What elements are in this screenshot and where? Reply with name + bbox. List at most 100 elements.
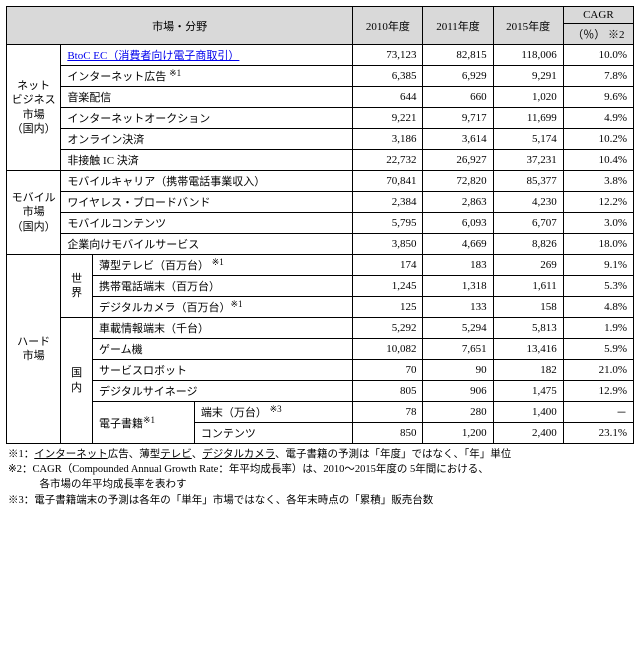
table-body: ネット ビジネス 市場 （国内）BtoC EC（消費者向け電子商取引）73,12… xyxy=(7,45,634,444)
value-cell: － xyxy=(563,402,633,423)
value-cell: 183 xyxy=(423,255,493,276)
table-row: ハード 市場世 界薄型テレビ（百万台） ※11741832699.1% xyxy=(7,255,634,276)
value-cell: 4,230 xyxy=(493,192,563,213)
value-cell: 158 xyxy=(493,297,563,318)
head-cagr-top: CAGR xyxy=(563,7,633,24)
segment-cell: デジタルカメラ（百万台）※1 xyxy=(93,297,353,318)
value-cell: 850 xyxy=(353,423,423,444)
value-cell: 2,863 xyxy=(423,192,493,213)
value-cell: 1,400 xyxy=(493,402,563,423)
value-cell: 10,082 xyxy=(353,339,423,360)
head-2011: 2011年度 xyxy=(423,7,493,45)
value-cell: 3,186 xyxy=(353,129,423,150)
value-cell: 9,221 xyxy=(353,108,423,129)
value-cell: 3,614 xyxy=(423,129,493,150)
value-cell: 3,850 xyxy=(353,234,423,255)
value-cell: 906 xyxy=(423,381,493,402)
table-row: 音楽配信6446601,0209.6% xyxy=(7,87,634,108)
value-cell: 6,929 xyxy=(423,66,493,87)
value-cell: 5,294 xyxy=(423,318,493,339)
value-cell: 37,231 xyxy=(493,150,563,171)
value-cell: 280 xyxy=(423,402,493,423)
value-cell: 5,795 xyxy=(353,213,423,234)
table-row: デジタルサイネージ8059061,47512.9% xyxy=(7,381,634,402)
head-2010: 2010年度 xyxy=(353,7,423,45)
value-cell: 4.8% xyxy=(563,297,633,318)
value-cell: 10.2% xyxy=(563,129,633,150)
head-cagr-bot: （％） ※2 xyxy=(563,24,633,45)
value-cell: 13,416 xyxy=(493,339,563,360)
value-cell: 1.9% xyxy=(563,318,633,339)
segment-cell: サービスロボット xyxy=(93,360,353,381)
value-cell: 85,377 xyxy=(493,171,563,192)
footnotes: ※1：インターネット広告、薄型テレビ、デジタルカメラ、電子書籍の予測は「年度」で… xyxy=(6,447,634,508)
value-cell: 18.0% xyxy=(563,234,633,255)
segment-link[interactable]: BtoC EC（消費者向け電子商取引） xyxy=(67,50,239,62)
value-cell: 269 xyxy=(493,255,563,276)
head-segment: 市場・分野 xyxy=(7,7,353,45)
segment-cell: 企業向けモバイルサービス xyxy=(61,234,353,255)
table-row: モバイル 市場 （国内）モバイルキャリア（携帯電話事業収入）70,84172,8… xyxy=(7,171,634,192)
table-row: 非接触 IC 決済22,73226,92737,23110.4% xyxy=(7,150,634,171)
value-cell: 90 xyxy=(423,360,493,381)
table-row: インターネット広告 ※16,3856,9299,2917.8% xyxy=(7,66,634,87)
value-cell: 174 xyxy=(353,255,423,276)
segment-cell: 非接触 IC 決済 xyxy=(61,150,353,171)
value-cell: 73,123 xyxy=(353,45,423,66)
value-cell: 125 xyxy=(353,297,423,318)
value-cell: 1,611 xyxy=(493,276,563,297)
value-cell: 9,717 xyxy=(423,108,493,129)
value-cell: 26,927 xyxy=(423,150,493,171)
table-row: サービスロボット709018221.0% xyxy=(7,360,634,381)
head-2015: 2015年度 xyxy=(493,7,563,45)
value-cell: 72,820 xyxy=(423,171,493,192)
value-cell: 5,174 xyxy=(493,129,563,150)
table-row: インターネットオークション9,2219,71711,6994.9% xyxy=(7,108,634,129)
value-cell: 5,292 xyxy=(353,318,423,339)
value-cell: 1,318 xyxy=(423,276,493,297)
value-cell: 70,841 xyxy=(353,171,423,192)
value-cell: 7.8% xyxy=(563,66,633,87)
value-cell: 12.2% xyxy=(563,192,633,213)
value-cell: 6,385 xyxy=(353,66,423,87)
value-cell: 3.8% xyxy=(563,171,633,192)
table-row: ゲーム機10,0827,65113,4165.9% xyxy=(7,339,634,360)
table-row: ネット ビジネス 市場 （国内）BtoC EC（消費者向け電子商取引）73,12… xyxy=(7,45,634,66)
category-label: 世 界 xyxy=(61,255,93,318)
segment-cell: オンライン決済 xyxy=(61,129,353,150)
value-cell: 2,384 xyxy=(353,192,423,213)
value-cell: 805 xyxy=(353,381,423,402)
segment-cell: インターネットオークション xyxy=(61,108,353,129)
value-cell: 6,093 xyxy=(423,213,493,234)
note-2: ※2：CAGR（Compounded Annual Growth Rate：年平… xyxy=(8,462,634,492)
table-row: 携帯電話端末（百万台）1,2451,3181,6115.3% xyxy=(7,276,634,297)
value-cell: 182 xyxy=(493,360,563,381)
value-cell: 82,815 xyxy=(423,45,493,66)
table-row: デジタルカメラ（百万台）※11251331584.8% xyxy=(7,297,634,318)
value-cell: 1,475 xyxy=(493,381,563,402)
table-row: 電子書籍※1端末（万台） ※3782801,400－ xyxy=(7,402,634,423)
table-row: オンライン決済3,1863,6145,17410.2% xyxy=(7,129,634,150)
value-cell: 1,020 xyxy=(493,87,563,108)
value-cell: 23.1% xyxy=(563,423,633,444)
category-label: モバイル 市場 （国内） xyxy=(7,171,61,255)
value-cell: 2,400 xyxy=(493,423,563,444)
segment-cell[interactable]: BtoC EC（消費者向け電子商取引） xyxy=(61,45,353,66)
value-cell: 10.0% xyxy=(563,45,633,66)
value-cell: 660 xyxy=(423,87,493,108)
table-row: ワイヤレス・ブロードバンド2,3842,8634,23012.2% xyxy=(7,192,634,213)
segment-cell: 携帯電話端末（百万台） xyxy=(93,276,353,297)
ebook-label: 電子書籍※1 xyxy=(93,402,195,444)
table-row: モバイルコンテンツ5,7956,0936,7073.0% xyxy=(7,213,634,234)
value-cell: 9.1% xyxy=(563,255,633,276)
note-1: ※1：インターネット広告、薄型テレビ、デジタルカメラ、電子書籍の予測は「年度」で… xyxy=(8,447,634,462)
segment-cell: デジタルサイネージ xyxy=(93,381,353,402)
segment-cell: インターネット広告 ※1 xyxy=(61,66,353,87)
value-cell: 9.6% xyxy=(563,87,633,108)
value-cell: 1,245 xyxy=(353,276,423,297)
value-cell: 12.9% xyxy=(563,381,633,402)
value-cell: 118,006 xyxy=(493,45,563,66)
value-cell: 11,699 xyxy=(493,108,563,129)
market-table: 市場・分野 2010年度 2011年度 2015年度 CAGR （％） ※2 ネ… xyxy=(6,6,634,444)
category-label: ハード 市場 xyxy=(7,255,61,444)
